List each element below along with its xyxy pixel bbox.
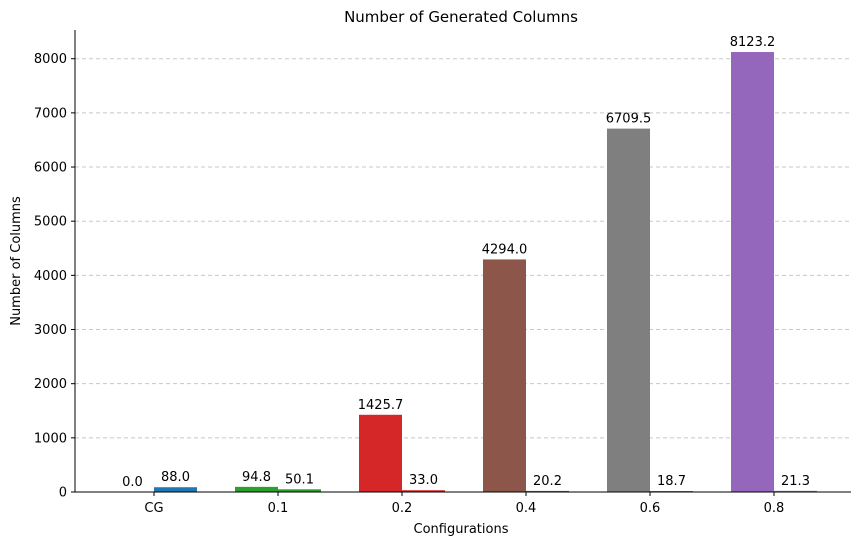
bar-value-label: 33.0 bbox=[409, 473, 438, 488]
data-labels: 0.0 88.0 94.8 50.1 1425.7 33.0 4294.0 20.2 6709.… bbox=[122, 35, 810, 490]
bar bbox=[278, 489, 321, 492]
bar bbox=[359, 414, 402, 492]
bar-value-label: 6709.5 bbox=[606, 112, 652, 127]
bar-value-label: 20.2 bbox=[533, 474, 562, 489]
bar bbox=[402, 490, 445, 492]
bar-value-label: 4294.0 bbox=[482, 242, 528, 257]
bar bbox=[774, 490, 817, 492]
x-tick-label: 0.6 bbox=[640, 501, 661, 516]
x-tick-label: CG bbox=[144, 501, 163, 516]
x-axis-title: Configurations bbox=[414, 522, 509, 537]
y-tick-label: 7000 bbox=[34, 106, 67, 121]
y-tick-label: 8000 bbox=[34, 52, 67, 67]
y-tick-label: 6000 bbox=[34, 161, 67, 176]
bar bbox=[483, 259, 526, 492]
y-tick-label: 4000 bbox=[34, 269, 67, 284]
y-tick-label: 1000 bbox=[34, 431, 67, 446]
y-tick-label: 2000 bbox=[34, 377, 67, 392]
bar bbox=[235, 486, 278, 492]
bars bbox=[154, 52, 817, 493]
bar-value-label: 21.3 bbox=[781, 474, 810, 489]
y-tick-label: 3000 bbox=[34, 323, 67, 338]
bar bbox=[650, 490, 693, 492]
bar bbox=[731, 52, 774, 492]
x-tick-label: 0.1 bbox=[268, 501, 289, 516]
bar-value-label: 50.1 bbox=[285, 472, 314, 487]
y-tick-label: 5000 bbox=[34, 215, 67, 230]
axes: 0 1000 2000 3000 4000 5000 6000 7000 8000 CG 0.1 0.… bbox=[34, 30, 851, 516]
bar bbox=[154, 487, 197, 492]
bar-value-label: 0.0 bbox=[122, 475, 143, 490]
x-tick-label: 0.4 bbox=[516, 501, 537, 516]
bar bbox=[607, 128, 650, 493]
bar-value-label: 94.8 bbox=[242, 470, 271, 485]
bar-value-label: 8123.2 bbox=[730, 35, 776, 50]
x-tick-label: 0.8 bbox=[764, 501, 785, 516]
bar-value-label: 88.0 bbox=[161, 470, 190, 485]
y-tick-label: 0 bbox=[59, 486, 67, 501]
y-axis-title: Number of Columns bbox=[9, 196, 24, 326]
bar-value-label: 1425.7 bbox=[358, 398, 404, 413]
bar bbox=[526, 490, 569, 492]
bar-value-label: 18.7 bbox=[657, 474, 686, 489]
x-tick-label: 0.2 bbox=[392, 501, 413, 516]
grid-lines bbox=[75, 58, 851, 439]
chart-title: Number of Generated Columns bbox=[344, 8, 578, 26]
